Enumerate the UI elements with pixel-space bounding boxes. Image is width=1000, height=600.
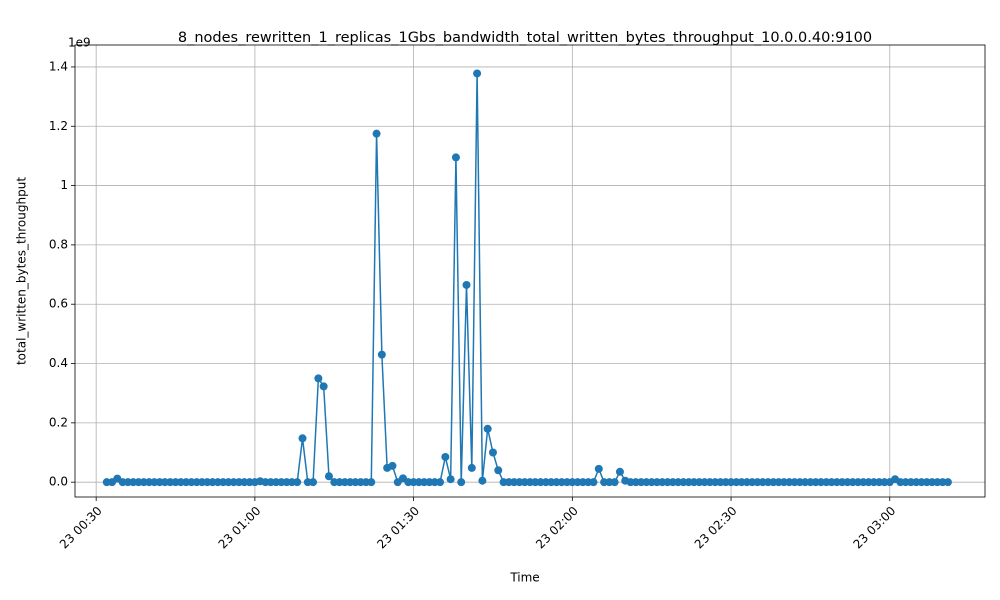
data-point xyxy=(377,350,386,359)
data-point xyxy=(441,452,450,461)
x-tick-label: 23 02:00 xyxy=(533,504,581,552)
y-tick-label: 1.4 xyxy=(49,59,68,73)
data-point xyxy=(594,464,603,473)
x-tick-label: 23 03:00 xyxy=(851,504,899,552)
data-point xyxy=(494,466,503,475)
data-point xyxy=(372,129,381,138)
data-point xyxy=(446,475,455,484)
y-axis-label: total_written_bytes_throughput xyxy=(15,177,29,365)
y-tick-label: 0.0 xyxy=(49,475,68,489)
data-point xyxy=(615,467,624,476)
data-point xyxy=(293,478,302,487)
data-line xyxy=(106,73,948,484)
data-point xyxy=(473,69,482,78)
y-tick-label: 0.2 xyxy=(49,415,68,429)
data-point xyxy=(298,434,307,443)
data-point xyxy=(388,461,397,470)
data-point xyxy=(319,382,328,391)
y-tick-label: 0.8 xyxy=(49,237,68,251)
data-point xyxy=(488,448,497,457)
data-point xyxy=(309,478,318,487)
data-point xyxy=(462,280,471,289)
y-tick-label: 1.2 xyxy=(49,119,68,133)
chart-title: 8_nodes_rewritten_1_replicas_1Gbs_bandwi… xyxy=(178,30,872,46)
data-point xyxy=(610,478,619,487)
x-tick-label: 23 00:30 xyxy=(57,504,105,552)
x-tick-label: 23 01:30 xyxy=(374,504,422,552)
data-point xyxy=(589,478,598,487)
data-point xyxy=(457,478,466,487)
x-tick-label: 23 02:30 xyxy=(692,504,740,552)
data-point xyxy=(478,476,487,485)
data-point xyxy=(451,153,460,162)
data-point xyxy=(367,478,376,487)
y-tick-label: 1 xyxy=(60,178,68,192)
data-point xyxy=(436,478,445,487)
y-tick-label: 0.6 xyxy=(49,297,68,311)
x-tick-label: 23 01:00 xyxy=(216,504,264,552)
x-axis-label: Time xyxy=(509,571,539,585)
plot-frame xyxy=(74,44,986,498)
data-point xyxy=(483,424,492,433)
data-point xyxy=(314,374,323,383)
y-offset-label: 1e9 xyxy=(68,36,91,50)
data-point xyxy=(324,472,333,481)
y-tick-label: 0.4 xyxy=(49,356,68,370)
data-point xyxy=(467,463,476,472)
data-point xyxy=(943,478,952,487)
